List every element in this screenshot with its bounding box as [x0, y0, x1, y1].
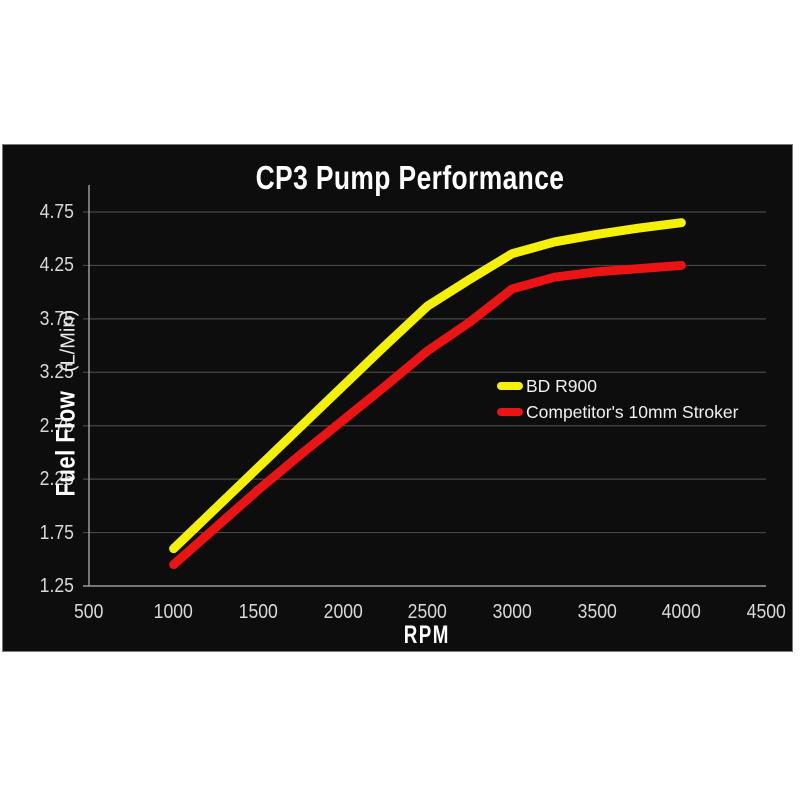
y-tick-text: 2.75 [39, 414, 74, 437]
x-tick-label: 3500 [555, 600, 639, 624]
x-tick-text: 3500 [577, 601, 617, 623]
y-axis-title-unit: (L/Min) [57, 309, 80, 373]
x-tick-label: 3000 [470, 600, 554, 624]
x-tick-text: 2500 [407, 601, 448, 623]
y-tick-text: 3.75 [39, 307, 74, 330]
legend-item-competitor: Competitor's 10mm Stroker [497, 401, 738, 423]
legend: BD R900 Competitor's 10mm Stroker [497, 375, 738, 427]
y-tick-label: 3.25 [0, 359, 74, 385]
x-tick-text: 2000 [323, 601, 363, 623]
chart-title-wrap: CP3 Pump Performance [20, 159, 800, 197]
y-axis-title: Fuel Flow (L/Min) [51, 310, 82, 508]
x-tick-label: 2500 [386, 600, 470, 624]
x-tick-label: 2000 [301, 600, 385, 624]
y-tick-label: 2.75 [0, 413, 74, 439]
legend-item-bd-r900: BD R900 [497, 375, 738, 397]
y-tick-label: 3.75 [0, 306, 74, 332]
y-tick-label: 1.25 [0, 573, 74, 599]
y-tick-label: 2.25 [0, 466, 74, 492]
x-tick-text: 3000 [492, 601, 532, 623]
y-axis-title-text: Fuel Flow [50, 390, 81, 497]
x-axis-title-wrap: RPM [327, 620, 527, 650]
legend-label-competitor: Competitor's 10mm Stroker [526, 401, 739, 422]
y-tick-label: 1.75 [0, 520, 74, 546]
x-tick-label: 1500 [216, 600, 300, 624]
x-tick-text: 4500 [746, 601, 786, 623]
legend-swatch-bd-r900 [497, 382, 523, 390]
y-tick-text: 4.25 [39, 254, 74, 277]
chart-title: CP3 Pump Performance [255, 159, 565, 196]
y-tick-label: 4.75 [0, 199, 74, 225]
x-tick-text: 1000 [154, 601, 194, 623]
x-tick-text: 4000 [661, 601, 701, 623]
legend-label-bd-r900: BD R900 [526, 375, 598, 396]
y-tick-label: 4.25 [0, 252, 74, 278]
x-tick-label: 500 [47, 600, 131, 624]
x-tick-text: 500 [74, 601, 104, 623]
legend-swatch-competitor [497, 408, 523, 416]
y-tick-text: 3.25 [39, 361, 74, 384]
x-tick-text: 1500 [238, 601, 278, 623]
y-tick-text: 4.75 [39, 201, 74, 223]
y-tick-text: 1.75 [39, 521, 74, 544]
x-tick-label: 4500 [724, 600, 800, 624]
y-tick-text: 1.25 [39, 575, 74, 597]
x-tick-label: 4000 [639, 600, 723, 624]
x-tick-label: 1000 [132, 600, 216, 624]
x-axis-title-text: RPM [403, 621, 451, 649]
y-tick-text: 2.25 [39, 468, 74, 491]
